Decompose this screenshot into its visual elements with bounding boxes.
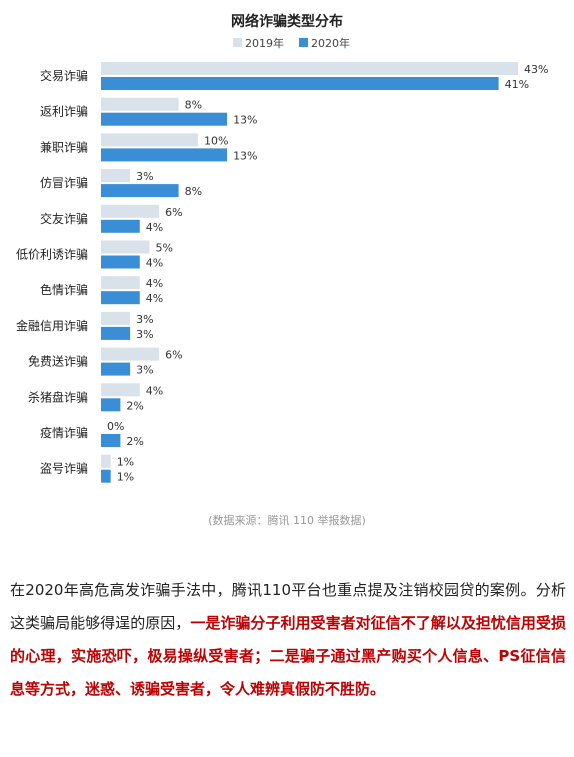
bar-2019: [101, 169, 131, 183]
bar-2020: [101, 398, 121, 412]
bar-2019: [101, 383, 140, 397]
legend-label-2019: 2019年: [245, 36, 284, 50]
bar-2019: [101, 240, 150, 254]
bar-2020: [101, 434, 121, 447]
chart-title: 网络诈骗类型分布: [231, 13, 343, 30]
data-label: 4%: [146, 384, 163, 397]
bar-2020: [101, 469, 111, 483]
bar-2019: [101, 347, 160, 361]
legend: 2019年 2020年: [233, 36, 350, 50]
bar-2020: [101, 291, 140, 305]
category-label: 兼职诈骗: [40, 139, 88, 154]
article-paragraph: 在2020年高危高发诈骗手法中，腾讯110平台也重点提及注销校园贷的案例。分析这…: [10, 574, 566, 706]
data-label: 13%: [233, 149, 257, 162]
legend-label-2020: 2020年: [311, 36, 350, 50]
bar-2020: [101, 148, 228, 162]
data-label: 3%: [136, 170, 153, 183]
bar-2019: [101, 97, 179, 111]
fraud-type-bar-chart: 网络诈骗类型分布 2019年 2020年 交易诈骗 43% 41% 返利诈骗 8% 13%…: [16, 13, 548, 527]
legend-swatch-2019: [233, 38, 242, 47]
category-label: 杀猪盘诈骗: [28, 389, 88, 404]
paragraph-text: 在2020年高危高发诈骗手法中，腾讯110平台也重点提及注销校园贷的案例。分析这…: [10, 581, 566, 632]
source-note: (数据来源：腾讯 110 举报数据): [208, 513, 366, 527]
bar-2019: [101, 311, 131, 325]
bar-2019: [101, 62, 518, 75]
bar-2020: [101, 77, 499, 90]
category-label: 低价利诱诈骗: [16, 247, 88, 262]
data-label: 4%: [146, 277, 163, 290]
data-label: 43%: [524, 63, 548, 76]
legend-swatch-2020: [299, 38, 308, 47]
category-label: 金融信用诈骗: [16, 318, 88, 333]
data-label: 2%: [126, 435, 143, 448]
bar-2019: [101, 204, 160, 218]
category-label: 仿冒诈骗: [40, 175, 88, 190]
bar-2020: [101, 255, 140, 269]
category-label: 盗号诈骗: [40, 461, 88, 476]
category-label: 返利诈骗: [40, 104, 88, 119]
category-label: 交易诈骗: [40, 68, 88, 83]
category-label: 色情诈骗: [40, 282, 88, 297]
data-label: 2%: [126, 399, 143, 412]
data-label: 6%: [165, 206, 182, 219]
data-label: 13%: [233, 114, 257, 127]
data-label: 3%: [136, 328, 153, 341]
data-label: 8%: [185, 99, 202, 112]
bar-2020: [101, 219, 140, 233]
bar-2020: [101, 362, 131, 376]
bar-2020: [101, 112, 228, 126]
bar-2020: [101, 326, 131, 340]
bars-group: 交易诈骗 43% 41% 返利诈骗 8% 13% 兼职诈骗 10% 13% 仿冒诈骗 3% 8% 交友诈…: [16, 62, 548, 484]
data-label: 10%: [204, 134, 228, 147]
category-label: 疫情诈骗: [40, 425, 88, 440]
data-label: 0%: [107, 420, 124, 433]
data-label: 8%: [185, 185, 202, 198]
data-label: 1%: [117, 456, 134, 469]
bar-2019: [101, 133, 198, 147]
data-label: 4%: [146, 221, 163, 234]
data-label: 41%: [505, 78, 529, 91]
bar-2019: [101, 276, 140, 290]
category-label: 免费送诈骗: [28, 354, 88, 369]
data-label: 3%: [136, 313, 153, 326]
bar-2019: [101, 454, 111, 468]
data-label: 6%: [165, 349, 182, 362]
data-label: 3%: [136, 364, 153, 377]
paragraph-highlight: 一是诈骗分子利用受害者对征信不了解以及担忧信用受损的心理，实施恐吓，极易操纵受害…: [10, 614, 566, 698]
bar-2020: [101, 184, 179, 198]
data-label: 5%: [155, 242, 172, 255]
data-label: 1%: [117, 471, 134, 484]
category-label: 交友诈骗: [40, 211, 88, 226]
data-label: 4%: [146, 257, 163, 270]
data-label: 4%: [146, 292, 163, 305]
